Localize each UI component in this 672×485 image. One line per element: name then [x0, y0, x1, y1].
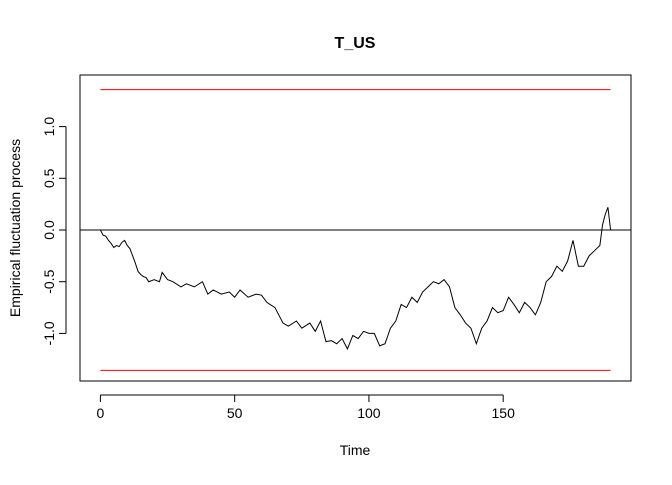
x-tick-label: 50	[227, 405, 243, 421]
y-tick-label: 0.0	[41, 220, 57, 240]
x-tick-label: 0	[97, 405, 105, 421]
series-line	[99, 207, 612, 351]
x-tick-label: 100	[357, 405, 381, 421]
x-tick-label: 150	[492, 405, 516, 421]
y-tick-label: -1.0	[41, 321, 57, 345]
y-tick-label: -0.5	[41, 269, 57, 293]
x-axis-label: Time	[340, 442, 371, 458]
y-tick-label: 0.5	[41, 168, 57, 188]
plot-frame	[79, 74, 632, 382]
chart-title: T_US	[335, 35, 376, 52]
y-tick-label: 1.0	[41, 117, 57, 137]
y-axis-label: Empirical fluctuation process	[7, 139, 23, 317]
